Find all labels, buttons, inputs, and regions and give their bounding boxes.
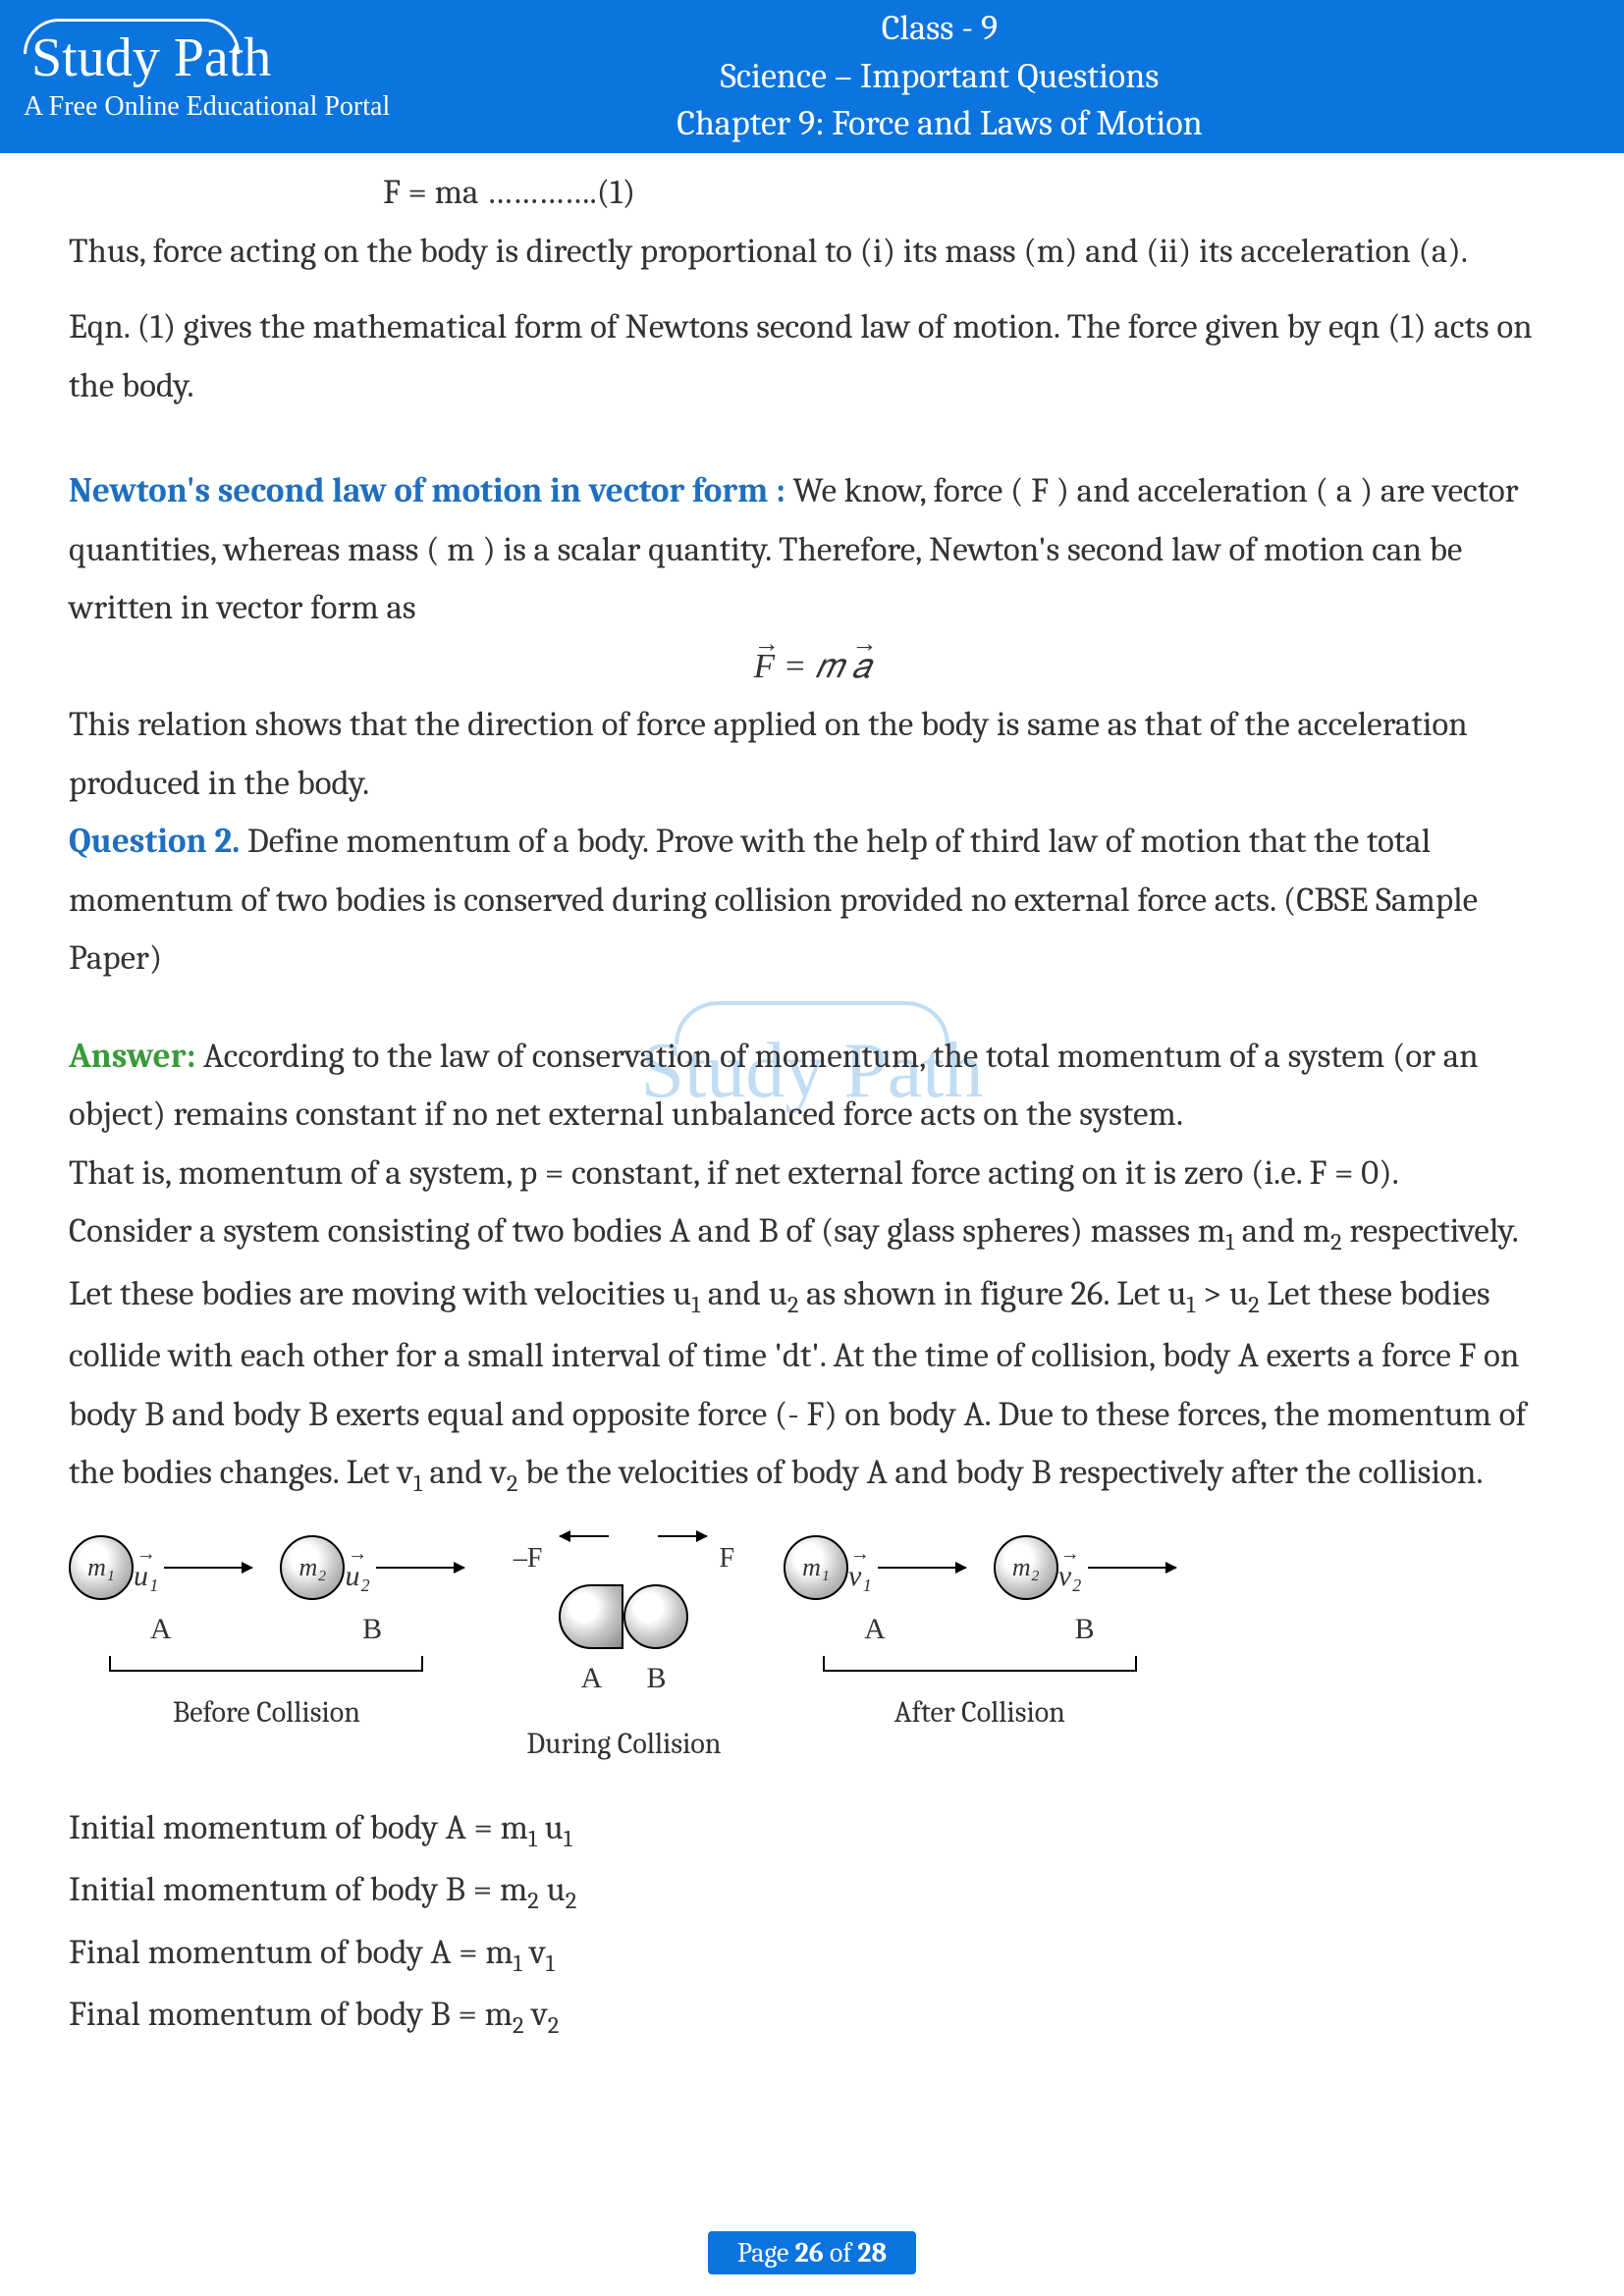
ball-A-after: m₁ (784, 1535, 848, 1600)
mom4a: Final momentum of body B = m (69, 1994, 513, 2034)
vec-eq-mid: = 𝑚 (775, 647, 851, 685)
momentum-line-3: Final momentum of body A = m1 v1 (69, 1923, 1555, 1986)
label-B-during: B (646, 1653, 666, 1703)
footer-prefix: Page (737, 2237, 795, 2269)
caption-during: During Collision (526, 1719, 721, 1769)
ball-B-before: m₂ (280, 1535, 345, 1600)
mom3b: v (522, 1932, 546, 1972)
answer-label: Answer: (69, 1036, 195, 1076)
vec-a: 𝑎 (851, 637, 870, 696)
vel-v1: v₁ (848, 1560, 872, 1592)
footer-mid: of (824, 2237, 858, 2269)
vector-law-paragraph: Newton's second law of motion in vector … (69, 461, 1555, 637)
answer-p1: Answer: According to the law of conserva… (69, 1027, 1555, 1144)
p3f: > u (1195, 1273, 1248, 1313)
brand-logo: Study Path (24, 30, 271, 85)
vel-u2: u₂ (345, 1560, 369, 1592)
collision-diagram: m₁ →u₁ A m₂ →u₂ (69, 1535, 1555, 1769)
mom1a: Initial momentum of body A = m (69, 1807, 528, 1847)
vector-heading: Newton's second law of motion in vector … (69, 470, 785, 510)
header-chapter: Chapter 9: Force and Laws of Motion (456, 100, 1424, 148)
mom2b: u (539, 1869, 566, 1909)
question-2-body: Define momentum of a body. Prove with th… (69, 821, 1478, 978)
p3a: Consider a system consisting of two bodi… (69, 1210, 1225, 1251)
vector-equation: F = 𝑚 𝑎 (69, 637, 1555, 696)
p3b: and m (1234, 1210, 1330, 1251)
equation-1: F = ma ………….(1) (69, 163, 1555, 222)
ball-B-after: m₂ (994, 1535, 1058, 1600)
p3h: and v (422, 1452, 507, 1492)
footer-current: 26 (795, 2237, 824, 2269)
vel-u1: u₁ (134, 1560, 158, 1592)
header-class: Class - 9 (456, 5, 1424, 53)
ball-B-during (623, 1584, 688, 1649)
vector-after: This relation shows that the direction o… (69, 695, 1555, 812)
brand-subtitle: A Free Online Educational Portal (24, 91, 390, 123)
header-subject: Science – Important Questions (456, 53, 1424, 101)
mom4b: v (524, 1994, 548, 2034)
label-A-during: A (581, 1653, 603, 1703)
momentum-line-1: Initial momentum of body A = m1 u1 (69, 1798, 1555, 1861)
label-B-before: B (362, 1604, 382, 1654)
vec-F: F (754, 637, 775, 696)
p3d: and u (700, 1273, 787, 1313)
page-number-pill: Page 26 of 28 (708, 2231, 916, 2274)
label-A-before: A (150, 1604, 172, 1654)
label-A-after: A (864, 1604, 886, 1654)
stage-before: m₁ →u₁ A m₂ →u₂ (69, 1535, 464, 1769)
mom3a: Final momentum of body A = m (69, 1932, 514, 1972)
answer-p2: That is, momentum of a system, p = const… (69, 1144, 1555, 1202)
page-header: Study Path A Free Online Educational Por… (0, 0, 1624, 153)
force-F: F (719, 1535, 734, 1582)
momentum-line-2: Initial momentum of body B = m2 u2 (69, 1860, 1555, 1923)
vel-v2: v₂ (1058, 1560, 1082, 1592)
logo-swoosh (24, 19, 240, 54)
stage-after: m₁ →v₁ A m₂ →v₂ (784, 1535, 1176, 1769)
label-B-after: B (1075, 1604, 1095, 1654)
p3e: as shown in figure 26. Let u (798, 1273, 1186, 1313)
question-2: Question 2. Define momentum of a body. P… (69, 812, 1555, 988)
mom1b: u (537, 1807, 564, 1847)
brand-block: Study Path A Free Online Educational Por… (24, 30, 456, 123)
paragraph-2: Eqn. (1) gives the mathematical form of … (69, 297, 1555, 414)
page-content: F = ma ………….(1) Thus, force acting on th… (0, 153, 1624, 2048)
caption-before: Before Collision (173, 1687, 360, 1737)
paragraph-1: Thus, force acting on the body is direct… (69, 222, 1555, 281)
question-2-label: Question 2. (69, 821, 240, 861)
caption-after: After Collision (894, 1687, 1065, 1737)
header-titles: Class - 9 Science – Important Questions … (456, 5, 1600, 148)
ball-A-during (559, 1584, 623, 1649)
p3i: be the velocities of body A and body B r… (517, 1452, 1483, 1492)
answer-p1-body: According to the law of conservation of … (69, 1036, 1479, 1135)
answer-p3: Consider a system consisting of two bodi… (69, 1201, 1555, 1506)
footer-total: 28 (857, 2237, 887, 2269)
mom2a: Initial momentum of body B = m (69, 1869, 527, 1909)
momentum-line-4: Final momentum of body B = m2 v2 (69, 1985, 1555, 2048)
force-minus-F: –F (514, 1535, 543, 1582)
ball-A-before: m₁ (69, 1535, 134, 1600)
page-footer: Page 26 of 28 (0, 2231, 1624, 2274)
stage-during: –F F A B During Collision (514, 1535, 734, 1769)
